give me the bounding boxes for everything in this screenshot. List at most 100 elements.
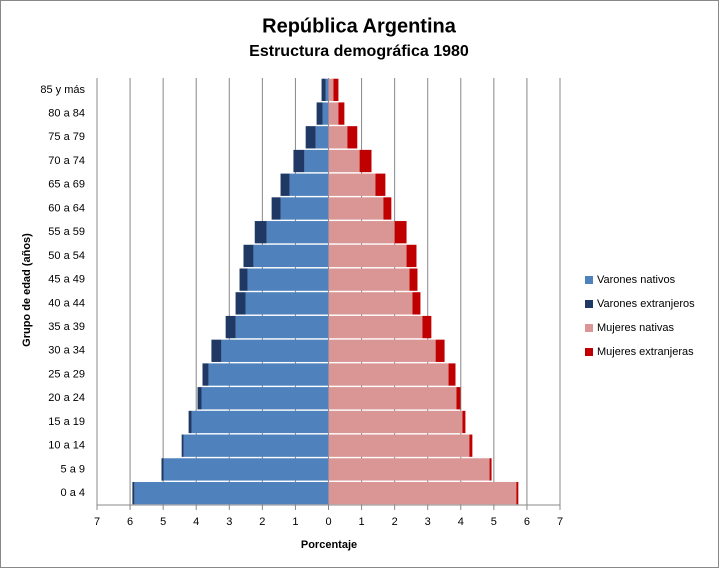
bar — [328, 221, 395, 244]
bar — [321, 78, 326, 102]
bar — [304, 149, 329, 173]
x-tick-label: 4 — [193, 516, 199, 528]
bar — [325, 78, 329, 102]
y-tick-label: 20 a 24 — [48, 392, 85, 404]
x-tick-label: 7 — [557, 516, 563, 528]
x-tick-label: 2 — [259, 516, 265, 528]
bar — [221, 339, 329, 362]
bar — [489, 458, 492, 481]
y-tick-label: 65 a 69 — [48, 179, 85, 191]
bar — [328, 434, 470, 457]
legend-swatch — [585, 276, 593, 284]
bar — [280, 197, 329, 220]
bar — [462, 410, 466, 434]
bar — [161, 458, 164, 481]
bar — [266, 221, 329, 244]
bar — [315, 126, 329, 149]
bar — [211, 339, 222, 362]
chart-title: República Argentina — [262, 15, 457, 37]
chart-subtitle: Estructura demográfica 1980 — [249, 43, 469, 60]
bar — [328, 481, 517, 505]
bar — [328, 244, 407, 268]
bar — [516, 481, 519, 505]
y-tick-label: 10 a 14 — [48, 440, 85, 452]
bar — [271, 197, 281, 220]
y-axis-title: Grupo de edad (años) — [21, 233, 33, 347]
bar — [289, 173, 329, 196]
bar — [243, 244, 254, 268]
bar — [406, 244, 417, 268]
x-tick-label: 7 — [94, 516, 100, 528]
legend-swatch — [585, 348, 593, 356]
bar — [280, 173, 290, 196]
bar — [328, 197, 384, 220]
bar — [328, 315, 423, 339]
bar — [338, 102, 345, 125]
bar — [235, 292, 246, 315]
x-tick-label: 5 — [160, 516, 166, 528]
bar — [245, 292, 329, 315]
legend-label: Mujeres nativas — [597, 322, 675, 334]
bar — [197, 387, 202, 410]
bar — [328, 102, 339, 125]
bar — [328, 387, 457, 410]
y-tick-label: 25 a 29 — [48, 368, 85, 380]
bar — [253, 244, 329, 268]
bar — [201, 387, 329, 410]
x-tick-label: 2 — [392, 516, 398, 528]
bar — [305, 126, 316, 149]
bar — [293, 149, 305, 173]
y-tick-label: 0 a 4 — [61, 487, 85, 499]
bar — [191, 410, 329, 434]
bar — [316, 102, 323, 125]
bar — [235, 315, 329, 339]
y-tick-label: 5 a 9 — [61, 463, 85, 475]
bar — [328, 292, 413, 315]
legend-swatch — [585, 324, 593, 332]
bar — [359, 149, 372, 173]
x-tick-label: 5 — [491, 516, 497, 528]
x-tick-label: 6 — [127, 516, 133, 528]
bar — [328, 149, 360, 173]
y-tick-label: 75 a 79 — [48, 131, 85, 143]
bar — [347, 126, 358, 149]
bar — [254, 221, 267, 244]
bar — [448, 363, 456, 386]
bar — [225, 315, 236, 339]
x-tick-label: 1 — [292, 516, 298, 528]
bar — [328, 458, 490, 481]
bar — [239, 268, 248, 291]
bar — [202, 363, 209, 386]
legend-label: Varones nativos — [597, 274, 676, 286]
bar — [456, 387, 461, 410]
y-tick-label: 55 a 59 — [48, 226, 85, 238]
y-tick-label: 30 a 34 — [48, 345, 85, 357]
x-tick-label: 0 — [325, 516, 331, 528]
bar — [375, 173, 386, 196]
x-tick-label: 3 — [425, 516, 431, 528]
bar — [322, 102, 329, 125]
y-tick-label: 40 a 44 — [48, 297, 85, 309]
legend-label: Mujeres extranjeras — [597, 346, 694, 358]
bar — [328, 268, 410, 291]
x-tick-label: 1 — [359, 516, 365, 528]
x-tick-label: 4 — [458, 516, 464, 528]
bar — [412, 292, 421, 315]
y-tick-label: 80 a 84 — [48, 107, 85, 119]
bar — [394, 221, 407, 244]
bar — [328, 410, 463, 434]
bar — [132, 481, 135, 505]
bar — [328, 339, 436, 362]
bar — [247, 268, 329, 291]
bar — [409, 268, 418, 291]
bar — [383, 197, 392, 220]
y-tick-label: 50 a 54 — [48, 250, 85, 262]
x-tick-label: 6 — [524, 516, 530, 528]
legend-swatch — [585, 300, 593, 308]
y-tick-label: 15 a 19 — [48, 416, 85, 428]
bar — [181, 434, 184, 457]
bar — [134, 481, 329, 505]
bar — [328, 363, 449, 386]
legend-label: Varones extranjeros — [597, 298, 695, 310]
